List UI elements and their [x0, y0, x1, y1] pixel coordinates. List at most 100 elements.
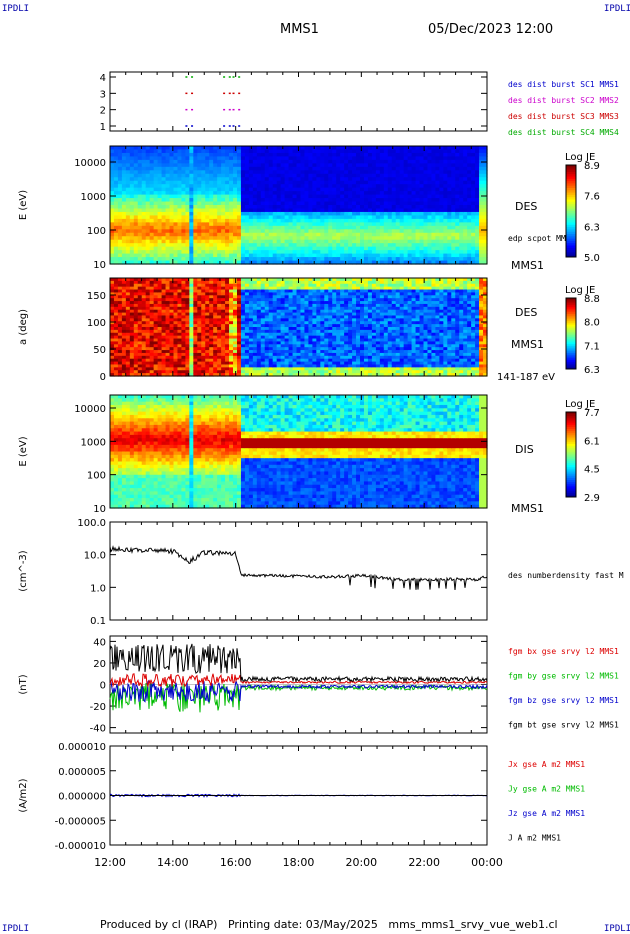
spectro-cell: [356, 225, 361, 230]
spectro-cell: [363, 218, 369, 223]
spectro-cell: [117, 215, 123, 220]
spectro-cell: [117, 298, 123, 302]
spectro-cell: [435, 225, 440, 230]
spectro-cell: [467, 152, 472, 158]
spectro-cell: [340, 166, 345, 171]
spectro-cell: [387, 239, 393, 244]
spectro-cell: [113, 347, 119, 351]
spectro-cell: [435, 253, 440, 258]
spectro-cell: [328, 191, 333, 196]
spectro-cell: [117, 166, 123, 171]
spectro-cell: [375, 215, 381, 220]
spectro-cell: [391, 253, 397, 258]
spectro-cell: [229, 170, 234, 175]
spectro-cell: [252, 149, 258, 154]
spectro-cell: [161, 335, 167, 340]
spectro-cell: [201, 301, 206, 305]
spectro-cell: [181, 225, 186, 230]
spectro-cell: [256, 318, 262, 322]
spectro-cell: [153, 358, 159, 363]
spectro-cell: [320, 257, 325, 262]
spectro-cell: [399, 253, 405, 258]
spectro-cell: [229, 198, 234, 203]
spectro-cell: [403, 187, 409, 192]
spectro-cell: [328, 211, 333, 217]
spectro-cell: [455, 198, 460, 203]
spectro-cell: [367, 201, 373, 206]
spectro-cell: [110, 243, 115, 248]
spectro-cell: [121, 170, 127, 175]
spectro-cell: [391, 180, 397, 185]
spectro-cell: [363, 159, 369, 164]
spectro-cell: [161, 332, 167, 337]
spectro-cell: [292, 332, 298, 337]
spectro-cell: [137, 211, 143, 217]
spectro-cell: [391, 215, 397, 220]
spectro-cell: [391, 232, 397, 237]
spectro-cell: [213, 243, 218, 248]
spectro-cell: [233, 156, 238, 161]
spectro-cell: [233, 338, 238, 343]
spectro-cell: [113, 306, 119, 311]
spectro-cell: [288, 205, 294, 210]
spectro-cell: [113, 187, 119, 192]
spectro-cell: [141, 236, 147, 241]
spectro-cell: [240, 283, 246, 288]
spectro-cell: [276, 298, 282, 302]
spectro-cell: [110, 364, 115, 368]
spectro-cell: [483, 243, 488, 248]
spectro-cell: [137, 225, 143, 230]
spectro-cell: [371, 218, 377, 223]
spectro-cell: [272, 306, 278, 311]
spectro-cell: [336, 146, 341, 151]
spectro-cell: [300, 156, 306, 161]
spectro-cell: [240, 159, 246, 164]
spectro-cell: [459, 243, 464, 248]
spectro-cell: [145, 283, 151, 288]
spectro-cell: [288, 222, 294, 227]
spectro-cell: [129, 177, 135, 182]
spectro-cell: [113, 163, 119, 168]
spectro-cell: [161, 361, 167, 366]
spectro-cell: [153, 253, 159, 258]
spectro-cell: [248, 332, 254, 337]
spectro-cell: [209, 243, 214, 248]
spectro-cell: [371, 257, 377, 262]
spectro-cell: [451, 218, 456, 223]
spectro-cell: [284, 344, 290, 348]
spectro-cell: [225, 373, 230, 377]
spectro-cell: [213, 355, 218, 360]
spectro-cell: [431, 201, 437, 206]
spectro-cell: [312, 191, 317, 196]
spectro-cell: [113, 309, 119, 314]
spectro-cell: [451, 184, 456, 189]
spectro-cell: [367, 152, 373, 158]
spectro-cell: [221, 246, 226, 251]
spectro-cell: [439, 250, 444, 255]
spectro-cell: [161, 205, 167, 210]
spectro-cell: [443, 239, 448, 244]
spectro-cell: [113, 250, 119, 255]
spectro-cell: [240, 338, 246, 343]
spectro-cell: [371, 201, 377, 206]
spectro-cell: [320, 239, 325, 244]
spectro-cell: [240, 329, 246, 334]
spectro-cell: [209, 344, 214, 348]
spectro-cell: [272, 232, 278, 237]
spectro-cell: [276, 253, 282, 258]
spectro-cell: [411, 159, 417, 164]
spectro-cell: [157, 278, 163, 282]
spectro-cell: [296, 215, 302, 220]
spectro-cell: [213, 163, 218, 168]
spectro-cell: [252, 246, 258, 251]
spectro-cell: [244, 208, 250, 213]
spectro-cell: [153, 295, 159, 299]
spectro-cell: [395, 170, 401, 175]
spectro-cell: [129, 243, 135, 248]
spectro-cell: [181, 283, 186, 288]
spectro-cell: [292, 341, 298, 345]
spectro-cell: [197, 229, 202, 234]
spectro-cell: [229, 329, 234, 334]
spectro-cell: [205, 327, 210, 331]
spectro-cell: [161, 350, 167, 354]
